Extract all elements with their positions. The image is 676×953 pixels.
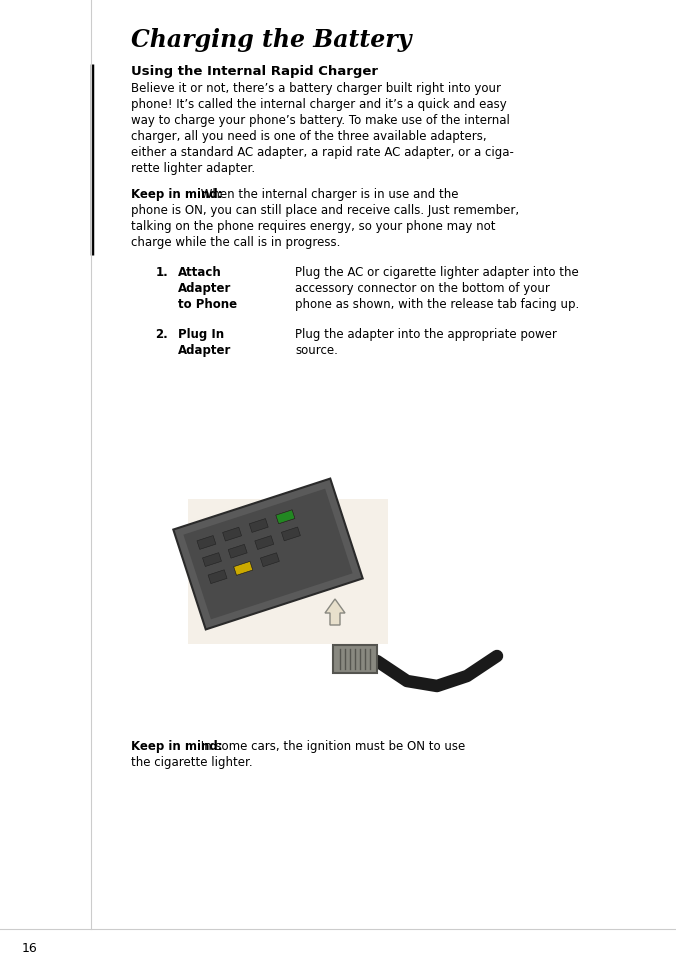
Polygon shape [222, 528, 241, 541]
Text: rette lighter adapter.: rette lighter adapter. [131, 162, 255, 174]
Text: When the internal charger is in use and the: When the internal charger is in use and … [197, 188, 459, 201]
Text: Plug the AC or cigarette lighter adapter into the: Plug the AC or cigarette lighter adapter… [295, 266, 579, 278]
Text: the cigarette lighter.: the cigarette lighter. [131, 755, 253, 768]
Polygon shape [208, 570, 227, 584]
Text: talking on the phone requires energy, so your phone may not: talking on the phone requires energy, so… [131, 220, 496, 233]
Text: 1.: 1. [155, 266, 168, 278]
Text: Plug the adapter into the appropriate power: Plug the adapter into the appropriate po… [295, 328, 557, 340]
Text: In some cars, the ignition must be ON to use: In some cars, the ignition must be ON to… [197, 740, 466, 752]
Text: either a standard AC adapter, a rapid rate AC adapter, or a ciga-: either a standard AC adapter, a rapid ra… [131, 146, 514, 159]
Text: Keep in mind:: Keep in mind: [131, 740, 222, 752]
Polygon shape [276, 511, 295, 524]
Text: Adapter: Adapter [178, 344, 231, 356]
Polygon shape [281, 527, 300, 541]
Polygon shape [234, 562, 253, 576]
Text: Plug In: Plug In [178, 328, 224, 340]
Polygon shape [197, 536, 216, 550]
Text: Attach: Attach [178, 266, 222, 278]
Text: to Phone: to Phone [178, 297, 237, 311]
Text: phone! It’s called the internal charger and it’s a quick and easy: phone! It’s called the internal charger … [131, 98, 507, 111]
Text: charger, all you need is one of the three available adapters,: charger, all you need is one of the thre… [131, 130, 487, 143]
Polygon shape [234, 562, 253, 576]
Polygon shape [173, 479, 363, 630]
Polygon shape [249, 519, 268, 533]
Polygon shape [260, 554, 279, 567]
Polygon shape [183, 489, 353, 619]
Text: Believe it or not, there’s a battery charger built right into your: Believe it or not, there’s a battery cha… [131, 82, 501, 95]
Polygon shape [228, 545, 247, 558]
Text: Keep in mind:: Keep in mind: [131, 188, 222, 201]
Text: phone as shown, with the release tab facing up.: phone as shown, with the release tab fac… [295, 297, 579, 311]
FancyBboxPatch shape [188, 499, 388, 644]
Text: Using the Internal Rapid Charger: Using the Internal Rapid Charger [131, 65, 378, 78]
Polygon shape [333, 645, 377, 673]
Text: source.: source. [295, 344, 338, 356]
Text: Adapter: Adapter [178, 282, 231, 294]
Polygon shape [325, 599, 345, 625]
Text: phone is ON, you can still place and receive calls. Just remember,: phone is ON, you can still place and rec… [131, 204, 519, 216]
Text: 2.: 2. [155, 328, 168, 340]
Polygon shape [255, 537, 274, 550]
Text: 16: 16 [22, 941, 38, 953]
Text: accessory connector on the bottom of your: accessory connector on the bottom of you… [295, 282, 550, 294]
Polygon shape [276, 511, 295, 524]
Text: way to charge your phone’s battery. To make use of the internal: way to charge your phone’s battery. To m… [131, 113, 510, 127]
Text: Charging the Battery: Charging the Battery [131, 28, 412, 52]
Polygon shape [203, 553, 222, 567]
Text: charge while the call is in progress.: charge while the call is in progress. [131, 235, 341, 249]
